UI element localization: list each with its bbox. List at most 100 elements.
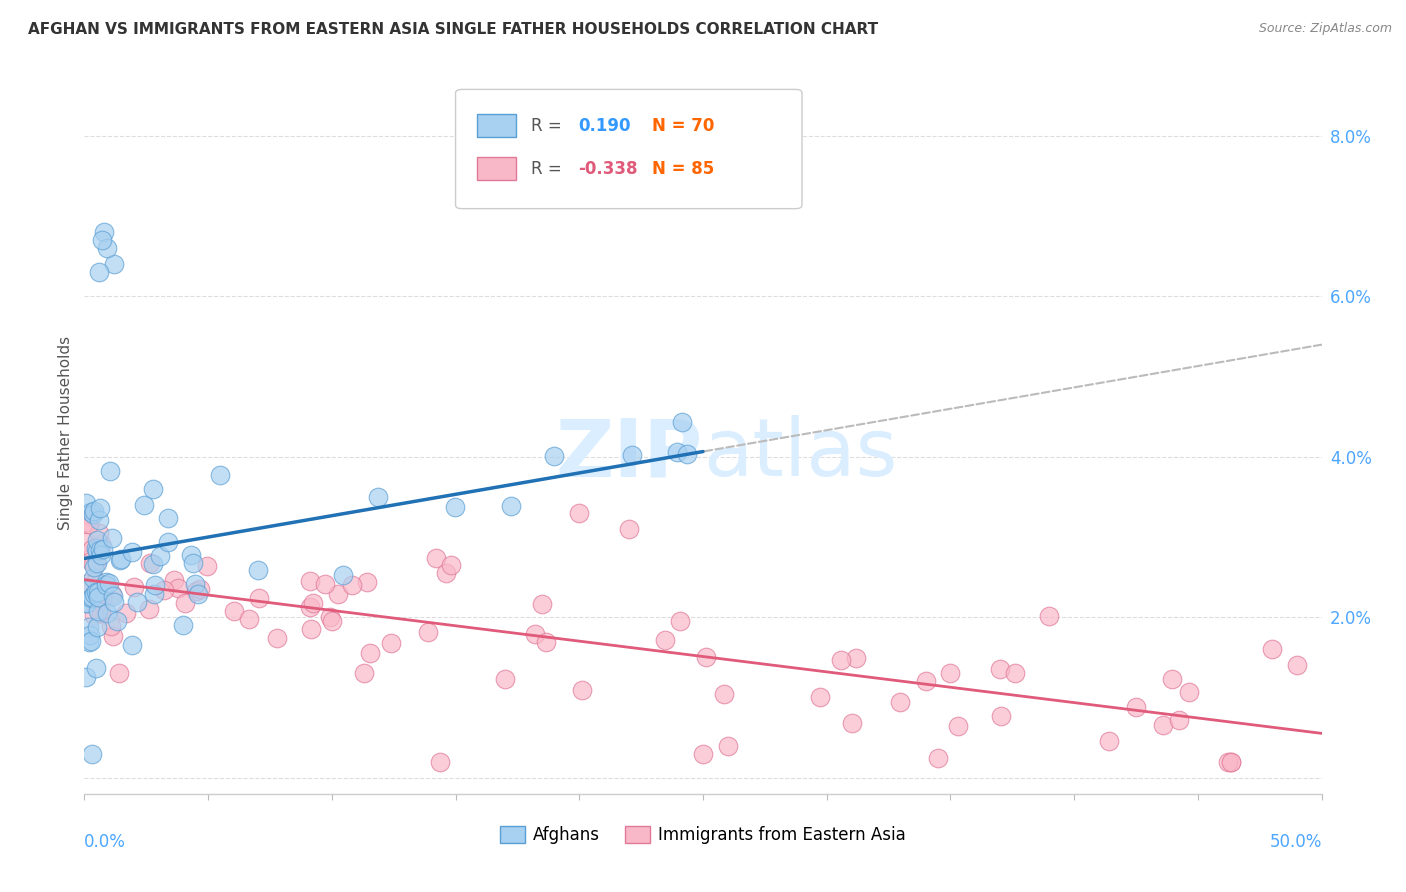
Point: [89, 501, 111, 516]
Point: [75, 534, 97, 549]
Point: [89, 265, 111, 279]
Point: [668, 614, 690, 628]
Point: [101, 531, 124, 545]
Point: [620, 448, 643, 462]
Point: [1125, 700, 1147, 714]
Point: [103, 257, 125, 271]
Point: [713, 687, 735, 701]
Point: [302, 596, 325, 610]
Point: [181, 556, 204, 570]
Point: [75, 596, 97, 610]
Point: [84, 574, 107, 589]
Point: [238, 612, 260, 626]
Point: [889, 695, 911, 709]
Point: [96, 241, 118, 255]
Point: [172, 618, 194, 632]
Point: [76, 515, 98, 529]
Point: [121, 639, 143, 653]
Point: [1152, 717, 1174, 731]
Point: [675, 447, 697, 461]
Point: [101, 629, 124, 643]
Point: [96, 577, 118, 591]
Point: [87, 513, 110, 527]
Text: N = 85: N = 85: [652, 160, 714, 178]
Point: [82, 591, 104, 605]
Point: [692, 747, 714, 761]
Point: [695, 650, 717, 665]
Point: [444, 500, 467, 514]
Point: [127, 595, 149, 609]
Point: [77, 508, 100, 522]
Text: R =: R =: [531, 117, 567, 135]
Point: [108, 665, 131, 680]
Point: [1220, 755, 1243, 769]
Point: [1004, 666, 1026, 681]
Point: [353, 666, 375, 681]
Text: Source: ZipAtlas.com: Source: ZipAtlas.com: [1258, 22, 1392, 36]
Text: 0.0%: 0.0%: [84, 833, 127, 851]
Point: [90, 549, 112, 563]
Point: [298, 574, 321, 588]
Point: [948, 719, 970, 733]
Point: [195, 558, 218, 573]
Point: [91, 591, 114, 606]
Point: [75, 496, 97, 510]
Point: [79, 628, 101, 642]
Point: [90, 233, 112, 247]
Point: [75, 670, 97, 684]
Point: [100, 587, 122, 601]
Point: [1097, 734, 1119, 748]
Text: -0.338: -0.338: [578, 160, 637, 178]
Point: [914, 674, 936, 689]
Point: [266, 631, 288, 645]
Point: [86, 620, 108, 634]
Point: [80, 591, 103, 605]
Point: [1168, 713, 1191, 727]
Point: [617, 522, 640, 536]
Point: [524, 627, 547, 641]
FancyBboxPatch shape: [477, 114, 516, 137]
Point: [103, 589, 125, 603]
FancyBboxPatch shape: [477, 157, 516, 180]
Point: [543, 449, 565, 463]
Point: [1285, 658, 1308, 673]
Point: [77, 517, 100, 532]
Point: [77, 634, 100, 648]
Point: [153, 582, 176, 597]
Point: [84, 661, 107, 675]
Point: [83, 504, 105, 518]
Point: [82, 571, 104, 585]
Point: [1161, 672, 1184, 686]
Text: ZIP: ZIP: [555, 416, 703, 493]
Point: [138, 556, 160, 570]
Point: [86, 557, 108, 571]
Point: [87, 585, 110, 599]
Point: [122, 580, 145, 594]
Point: [326, 587, 349, 601]
Text: atlas: atlas: [703, 416, 897, 493]
Point: [501, 499, 523, 513]
Point: [166, 581, 188, 595]
Point: [83, 560, 105, 574]
Point: [440, 558, 463, 572]
Point: [121, 545, 143, 559]
FancyBboxPatch shape: [456, 89, 801, 209]
Point: [356, 574, 378, 589]
Point: [86, 556, 108, 570]
Point: [717, 739, 740, 753]
Point: [156, 511, 179, 525]
Text: 0.190: 0.190: [578, 117, 630, 135]
Point: [93, 225, 115, 239]
Point: [174, 596, 197, 610]
Text: R =: R =: [531, 160, 567, 178]
Point: [80, 554, 103, 568]
Point: [83, 586, 105, 600]
Point: [299, 599, 322, 614]
Point: [91, 541, 114, 556]
Point: [132, 498, 155, 512]
Point: [163, 573, 186, 587]
Point: [142, 482, 165, 496]
Point: [425, 551, 447, 566]
Point: [84, 585, 107, 599]
Point: [110, 552, 132, 566]
